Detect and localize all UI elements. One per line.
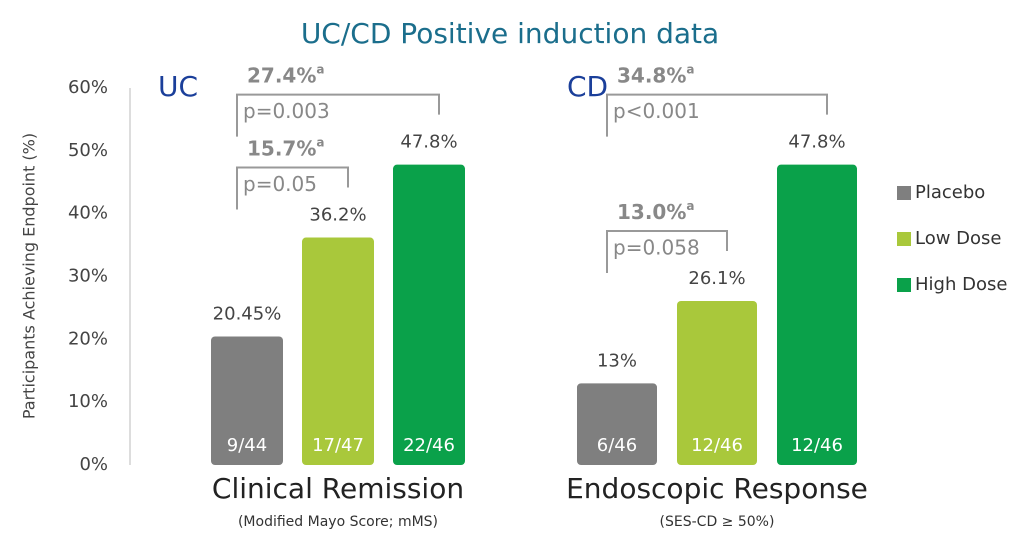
value-label: 20.45% [213,304,282,325]
legend-label: High Dose [915,274,1007,295]
y-tick-label: 0% [79,454,108,475]
category-label: Clinical Remission [212,472,464,505]
legend-label: Placebo [915,182,985,203]
count-label: 9/44 [227,435,267,456]
bar [777,164,857,465]
bracket [606,230,728,274]
count-label: 12/46 [791,435,843,456]
y-tick-label: 60% [68,77,108,98]
bracket [236,166,349,210]
legend-swatch [897,186,911,200]
comparison-difference: 13.0%a [617,199,695,224]
y-tick-label: 30% [68,266,108,287]
category-label: Endoscopic Response [566,472,868,505]
y-axis-label: Participants Achieving Endpoint (%) [20,133,39,419]
p-value: p=0.003 [243,99,330,123]
bar [677,301,757,465]
difference-note: a [316,135,324,149]
y-tick-label: 10% [68,391,108,412]
value-label: 36.2% [309,205,366,226]
value-label: 47.8% [400,132,457,153]
difference-value: 34.8% [617,63,686,87]
count-label: 12/46 [691,435,743,456]
value-label: 26.1% [688,268,745,289]
category-note: (SES-CD ≥ 50%) [660,514,775,530]
count-label: 6/46 [597,435,637,456]
p-value: p<0.001 [613,99,700,123]
value-label: 47.8% [788,132,845,153]
comparison-difference: 15.7%a [247,135,325,160]
y-tick-label: 50% [68,140,108,161]
category-note: (Modified Mayo Score; mMS) [238,514,438,530]
y-tick-label: 20% [68,328,108,349]
legend-swatch [897,278,911,292]
legend-swatch [897,232,911,246]
group-label: CD [567,70,608,103]
legend-label: Low Dose [915,228,1002,249]
difference-note: a [316,62,324,76]
chart-title: UC/CD Positive induction data [301,17,719,50]
bar [393,164,465,465]
difference-note: a [686,199,694,213]
value-label: 13% [597,350,637,371]
count-label: 17/47 [312,435,364,456]
difference-value: 15.7% [247,136,316,160]
bracket [236,93,440,137]
bar [211,336,283,465]
p-value: p=0.058 [613,236,700,260]
bar [302,237,374,465]
difference-note: a [686,62,694,76]
p-value: p=0.05 [243,172,317,196]
y-tick-label: 40% [68,203,108,224]
bar [577,383,657,465]
difference-value: 27.4% [247,63,316,87]
difference-value: 13.0% [617,200,686,224]
group-label: UC [158,70,198,103]
count-label: 22/46 [403,435,455,456]
bracket [606,93,828,137]
comparison-difference: 34.8%a [617,62,695,87]
comparison-difference: 27.4%a [247,62,325,87]
